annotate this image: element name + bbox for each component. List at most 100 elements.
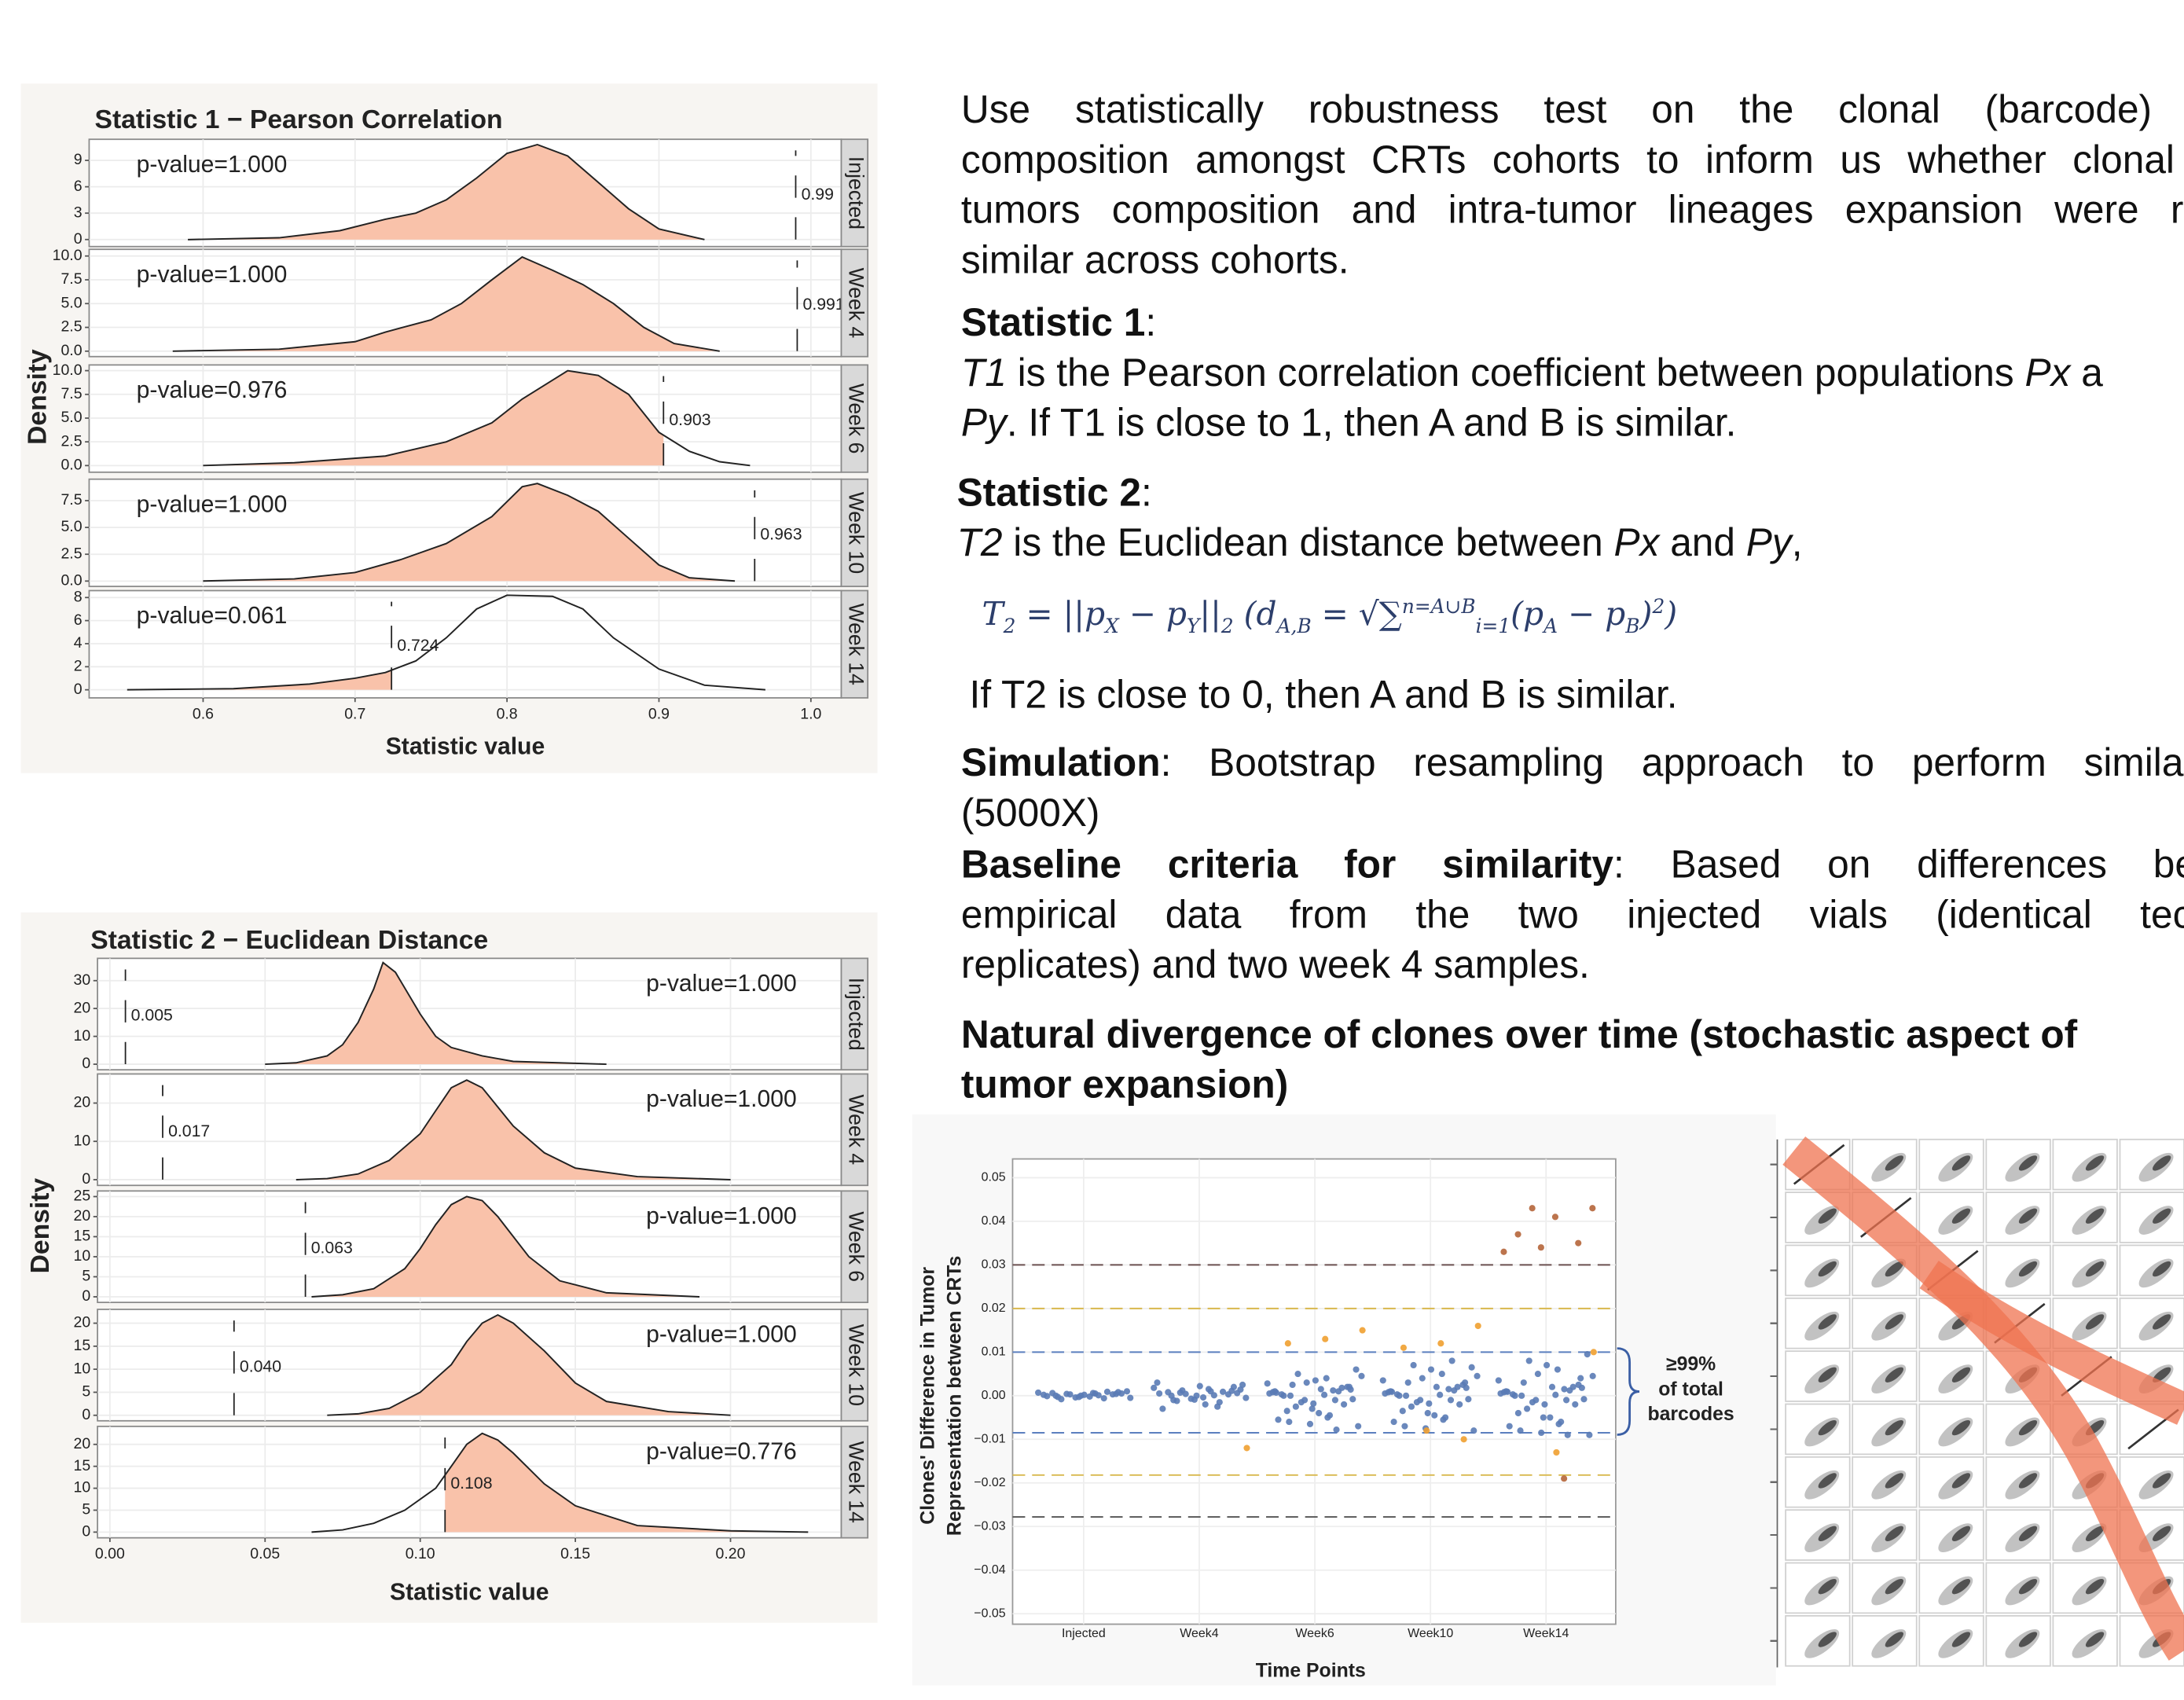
y-tick-label: 5 [82, 1383, 90, 1401]
y-tick-label: 5.0 [61, 518, 82, 535]
density-fill [203, 483, 736, 582]
dot [1127, 1394, 1134, 1401]
y-tick-label: 10 [74, 1247, 91, 1265]
annotation: ≥99% [1666, 1353, 1716, 1375]
brace [1617, 1347, 1640, 1436]
strip-label: Week 10 [844, 1324, 868, 1406]
matrix-cloud [2152, 1367, 2171, 1382]
dot [1577, 1375, 1584, 1382]
y-axis-label: Representation between CRTs [944, 1256, 965, 1536]
dot [1359, 1327, 1366, 1334]
strip [840, 248, 869, 358]
strip-label: Week 4 [844, 1095, 868, 1166]
formula-part: − p [1558, 597, 1626, 633]
dot [1431, 1412, 1438, 1419]
dot [1561, 1475, 1568, 1482]
dot [1156, 1390, 1163, 1397]
y-tick-label: 0.05 [982, 1171, 1006, 1184]
matrix-cloud [1818, 1473, 1837, 1489]
dot [1287, 1392, 1294, 1399]
text-line: tumor expansion) [961, 1060, 1288, 1111]
text: If T2 is close to 0, then A and B is sim… [969, 673, 1678, 716]
text: (5000X) [960, 791, 1100, 835]
density-curve [188, 143, 705, 240]
dot [1584, 1351, 1591, 1358]
dot [1404, 1379, 1411, 1386]
matrix-cell [1985, 1562, 2051, 1614]
dot [1538, 1429, 1545, 1437]
density-curve [311, 1195, 700, 1298]
matrix-cloud [1885, 1419, 1903, 1436]
dot [1580, 1396, 1588, 1403]
dot [1306, 1420, 1314, 1427]
dot [1447, 1397, 1455, 1404]
dot [1358, 1372, 1365, 1379]
matrix-cell [1985, 1615, 2051, 1667]
observed-label: 0.005 [131, 1006, 173, 1025]
dot [1500, 1248, 1507, 1255]
dot [1284, 1340, 1291, 1347]
y-tick-label: 0.00 [982, 1389, 1006, 1402]
x-axis-label: Statistic value [386, 734, 545, 760]
density-curve [327, 1313, 731, 1416]
dot [1044, 1393, 1051, 1400]
bold-text: Simulation [960, 740, 1161, 784]
dot [1506, 1423, 1513, 1430]
y-tick-label: 20 [74, 1314, 91, 1331]
y-tick-label: 7.5 [61, 491, 82, 509]
matrix-cloud [1885, 1473, 1903, 1489]
dot [1456, 1401, 1463, 1408]
density-fill [295, 1080, 731, 1180]
density-fill [127, 670, 392, 690]
matrix-cloud [2018, 1419, 2038, 1436]
dot [1228, 1387, 1235, 1394]
y-tick-label: 10 [74, 1027, 91, 1045]
matrix-cloud [2152, 1314, 2171, 1330]
y-tick-label: 2.5 [61, 318, 82, 336]
formula-part: ∑ [1378, 597, 1402, 633]
dot [1518, 1392, 1525, 1399]
y-tick-label: 0 [74, 681, 83, 698]
bold-text: Statistic 1 [960, 300, 1146, 344]
dot [1196, 1382, 1203, 1390]
y-tick-label: −0.05 [974, 1606, 1005, 1620]
formula-part: = ||p [1015, 597, 1106, 633]
dot [1419, 1375, 1426, 1382]
dot [1561, 1386, 1568, 1393]
density-fill [203, 370, 664, 466]
dot [1547, 1414, 1554, 1421]
text-line: Py. If T1 is close to 1, then A and B is… [961, 398, 1737, 449]
dot [1242, 1394, 1250, 1401]
dot [1100, 1395, 1107, 1402]
dot [1517, 1427, 1524, 1434]
dot [1586, 1431, 1593, 1438]
density-curve [295, 1079, 731, 1180]
dot [1408, 1403, 1415, 1410]
density-fill [172, 256, 720, 351]
matrix-cloud [1818, 1578, 1837, 1595]
y-tick-label: 6 [74, 611, 83, 629]
observed-label: 0.724 [397, 636, 439, 655]
x-tick-label: 0.10 [406, 1545, 435, 1562]
y-tick-label: 20 [74, 999, 91, 1016]
strip [840, 1073, 869, 1187]
dot [1113, 1390, 1120, 1397]
dot [1575, 1239, 1582, 1247]
y-tick-label: 0 [82, 1523, 90, 1540]
p-value: p-value=0.776 [646, 1438, 797, 1464]
dot [1322, 1335, 1329, 1342]
dot [1401, 1423, 1408, 1430]
observed-label: 0.99 [802, 185, 834, 204]
y-tick-label: −0.04 [974, 1563, 1005, 1577]
dot [1058, 1396, 1065, 1403]
p-value: p-value=1.000 [646, 1086, 797, 1112]
matrix-cell [1785, 1509, 1851, 1561]
dot [1283, 1408, 1290, 1415]
formula: T2 = ||pX − pY||2 (dA,B = √∑n=A∪Bi=1(pA … [982, 597, 1677, 639]
y-tick-label: 6 [74, 178, 83, 195]
dot [1495, 1377, 1502, 1384]
dot [1590, 1349, 1597, 1356]
y-axis-label: Density [26, 1178, 55, 1274]
